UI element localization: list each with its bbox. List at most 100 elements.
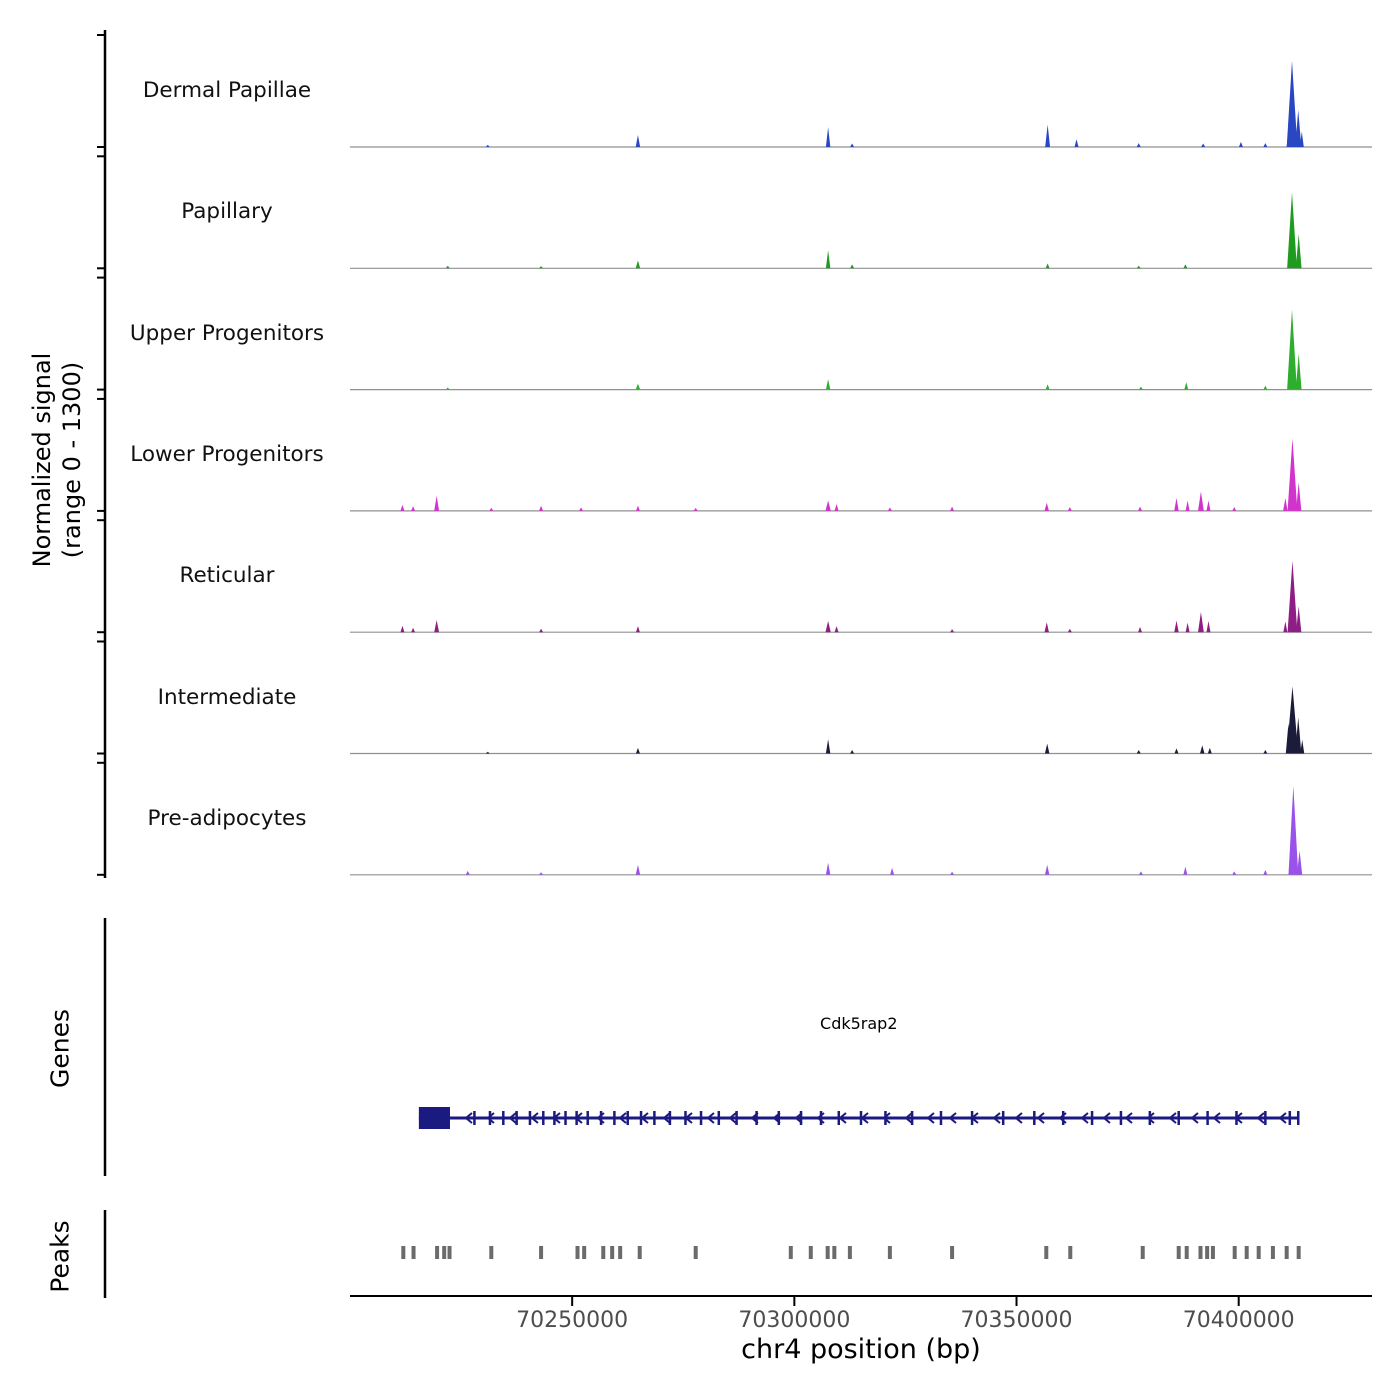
gene-strand-arrow	[552, 1112, 561, 1124]
signal-peak-lower-progenitors	[1067, 507, 1072, 511]
gene-label: Cdk5rap2	[820, 1014, 898, 1033]
signal-peak-lower-progenitors	[1198, 491, 1204, 511]
gene-strand-arrow	[1058, 1112, 1067, 1124]
signal-peak-dermal-papillae	[1074, 139, 1079, 147]
peak-mark	[693, 1246, 698, 1259]
signal-peak-upper-progenitors	[445, 387, 450, 390]
signal-peak-reticular	[1206, 621, 1211, 633]
signal-peak-lower-progenitors	[1283, 497, 1288, 511]
peak-mark	[489, 1246, 494, 1259]
peak-mark	[1205, 1246, 1210, 1259]
gene-strand-arrow	[926, 1112, 935, 1124]
signal-peak-pre-adipocytes	[890, 867, 895, 875]
signal-peak-pre-adipocytes	[1044, 864, 1050, 875]
gene-strand-arrow	[838, 1112, 847, 1124]
gene-strand-arrow	[662, 1112, 671, 1124]
signal-peak-reticular	[1185, 622, 1190, 633]
gene-strand-arrow	[728, 1112, 737, 1124]
track-label-intermediate: Intermediate	[157, 684, 297, 710]
signal-peak-papillary	[1287, 192, 1297, 269]
signal-peak-intermediate	[1300, 739, 1305, 754]
gene-strand-arrow	[596, 1112, 605, 1124]
gene-strand-arrow	[860, 1112, 869, 1124]
signal-peak-reticular	[1198, 611, 1204, 633]
gene-strand-arrow	[464, 1112, 473, 1124]
signal-peak-lower-progenitors	[950, 506, 955, 511]
signal-peak-lower-progenitors	[434, 495, 440, 511]
signal-peak-dermal-papillae	[1286, 60, 1298, 147]
signal-peak-lower-progenitors	[1296, 482, 1302, 511]
gene-strand-arrow	[1278, 1112, 1287, 1124]
signal-peak-dermal-papillae	[485, 144, 490, 147]
peak-mark	[575, 1246, 580, 1259]
gene-strand-arrow	[1146, 1112, 1155, 1124]
signal-peak-lower-progenitors	[539, 505, 544, 511]
signal-peak-dermal-papillae	[825, 127, 831, 147]
signal-peak-reticular	[411, 627, 416, 633]
signal-peak-pre-adipocytes	[635, 864, 641, 875]
gene-strand-arrow	[1036, 1112, 1045, 1124]
signal-peak-upper-progenitors	[1287, 309, 1297, 390]
signal-peak-upper-progenitors	[1184, 382, 1189, 390]
peak-mark	[1270, 1246, 1275, 1259]
peak-mark	[1296, 1246, 1301, 1259]
signal-peak-lower-progenitors	[1185, 500, 1190, 511]
signal-peak-pre-adipocytes	[465, 870, 470, 875]
peak-mark	[832, 1246, 837, 1259]
signal-peak-pre-adipocytes	[1288, 786, 1299, 875]
peak-mark	[539, 1246, 544, 1259]
gene-strand-arrow	[948, 1112, 957, 1124]
gene-strand-arrow	[970, 1112, 979, 1124]
track-label-pre-adipocytes: Pre-adipocytes	[147, 805, 307, 831]
peak-mark	[1176, 1246, 1181, 1259]
signal-peak-lower-progenitors	[400, 504, 405, 511]
gene-strand-arrow	[640, 1112, 649, 1124]
y-axis-label-line2: (range 0 - 1300)	[58, 361, 86, 559]
x-axis-tick-label: 70400000	[1183, 1308, 1295, 1333]
signal-peak-intermediate	[1286, 686, 1299, 754]
signal-peak-lower-progenitors	[825, 500, 831, 511]
signal-peak-reticular	[950, 629, 955, 633]
signal-peak-intermediate	[1263, 750, 1268, 754]
x-axis-title: chr4 position (bp)	[741, 1334, 981, 1365]
peaks-section-label: Peaks	[45, 1220, 75, 1293]
signal-peak-intermediate	[1136, 750, 1141, 754]
signal-peak-pre-adipocytes	[1296, 850, 1303, 875]
gene-thick-exon	[418, 1107, 450, 1129]
signal-peak-papillary	[1136, 265, 1141, 269]
track-label-lower-progenitors: Lower Progenitors	[130, 441, 324, 467]
signal-peak-upper-progenitors	[1045, 384, 1050, 390]
gene-strand-arrow	[816, 1112, 825, 1124]
peak-mark	[582, 1246, 587, 1259]
signal-peak-reticular	[1067, 628, 1072, 633]
signal-peak-dermal-papillae	[1238, 141, 1243, 147]
gene-strand-arrow	[706, 1112, 715, 1124]
track-label-papillary: Papillary	[181, 199, 273, 225]
signal-peak-intermediate	[1295, 717, 1302, 754]
track-label-upper-progenitors: Upper Progenitors	[129, 320, 325, 346]
gene-strand-arrow	[1168, 1112, 1177, 1124]
signal-peak-lower-progenitors	[1044, 502, 1049, 511]
peak-mark	[1284, 1246, 1289, 1259]
gene-strand-arrow	[1102, 1112, 1111, 1124]
signal-peak-dermal-papillae	[1295, 109, 1302, 147]
peak-mark	[825, 1246, 830, 1259]
signal-peak-lower-progenitors	[579, 507, 584, 511]
gene-strand-arrow	[508, 1112, 517, 1124]
signal-peak-dermal-papillae	[850, 143, 855, 147]
peak-mark	[1198, 1246, 1203, 1259]
signal-peak-reticular	[1296, 606, 1302, 633]
track-label-dermal-papillae: Dermal Papillae	[142, 78, 312, 103]
signal-peak-dermal-papillae	[1045, 124, 1051, 147]
signal-peak-dermal-papillae	[635, 134, 641, 147]
peak-mark	[411, 1246, 416, 1259]
peak-mark	[788, 1246, 793, 1259]
signal-peak-pre-adipocytes	[539, 872, 544, 875]
signal-peak-reticular	[1044, 622, 1049, 633]
signal-peak-lower-progenitors	[1174, 497, 1179, 511]
gene-strand-arrow	[772, 1112, 781, 1124]
signal-peak-lower-progenitors	[1287, 438, 1298, 511]
peak-mark	[1244, 1246, 1249, 1259]
signal-peak-lower-progenitors	[887, 507, 892, 511]
peak-mark	[887, 1246, 892, 1259]
